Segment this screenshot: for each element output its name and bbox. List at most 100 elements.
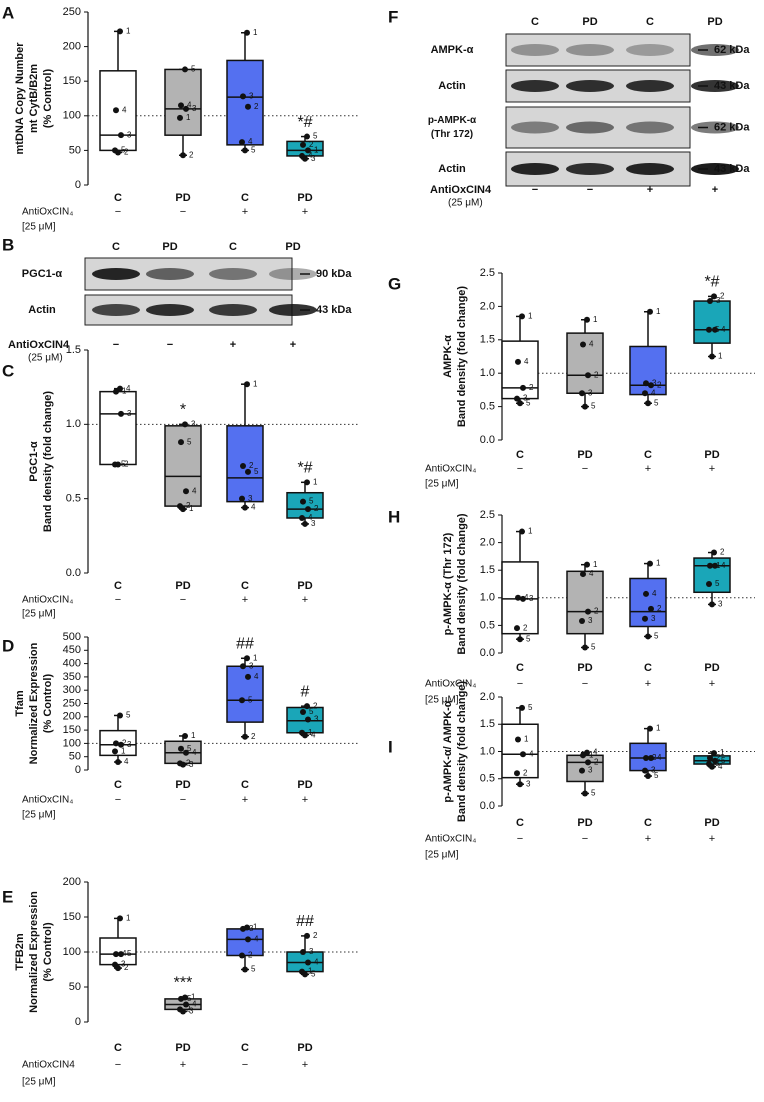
point-label: 1 [589,750,594,759]
point-label: 1 [656,724,661,733]
x-tick-label: C [241,779,249,791]
point-label: 4 [254,672,259,681]
data-point [305,147,311,154]
point-label: 3 [651,766,656,775]
x-tick-label: C [516,817,524,829]
data-point [706,326,712,333]
x-tick-label: C [114,192,122,204]
point-label: 5 [311,970,316,979]
box [501,723,539,779]
y-axis-label: Normalized Expression [28,891,40,1013]
significance: ## [236,635,254,652]
data-point [180,506,186,513]
y-axis-label: TFB2m [14,933,26,971]
y-tick-label: 2.0 [480,300,495,312]
treatment-sign: + [242,206,248,218]
point-label: 3 [523,394,528,403]
box [693,300,731,344]
y-tick-label: 100 [63,946,81,958]
data-point [300,141,306,148]
point-label: 2 [523,623,528,632]
data-point [299,514,305,521]
data-point [183,488,189,495]
data-point [643,755,649,762]
point-label: 1 [528,312,533,321]
point-label: 3 [715,759,720,768]
data-point [244,29,250,36]
point-label: 5 [654,771,659,780]
treatment-sign: + [302,1059,308,1071]
x-tick-label: C [644,817,652,829]
panel-letter: I [388,737,393,756]
point-label: 4 [311,731,316,740]
treatment-sign: + [242,594,248,606]
point-label: 1 [656,307,661,316]
data-point [712,562,718,569]
point-label: 3 [314,715,319,724]
y-tick-label: 50 [69,144,81,156]
data-point [178,102,184,109]
y-tick-label: 1.5 [480,334,495,346]
y-tick-label: 1.5 [480,718,495,730]
point-label: 2 [594,607,599,616]
panel-letter: E [2,887,13,906]
data-point [304,133,310,140]
point-label: 3 [189,1007,194,1016]
point-label: 1 [656,559,661,568]
point-label: 2 [248,951,253,960]
data-point [112,748,118,755]
point-label: 1 [121,746,126,755]
data-point [242,966,248,973]
y-tick-label: 250 [63,697,81,709]
significance: # [301,683,310,700]
box [566,570,604,635]
x-tick-label: C [516,662,524,674]
treatment-sign: − [582,463,588,475]
point-label: 1 [308,728,313,737]
box [226,665,264,723]
data-point [302,520,308,527]
y-axis-label: mt CytB/B2m [28,64,40,133]
y-axis-label: (% Control) [42,922,54,982]
data-point [648,382,654,389]
point-label: 2 [313,931,318,940]
point-label: 4 [651,388,656,397]
treatment-sign: − [167,339,173,351]
y-tick-label: 0.5 [480,619,495,631]
point-label: 4 [524,593,529,602]
point-label: 5 [187,437,192,446]
point-label: 1 [593,315,598,324]
x-tick-label: PD [175,580,190,592]
data-point [707,755,713,762]
data-point [706,581,712,587]
panel-letter: B [2,235,14,254]
y-tick-label: 2.0 [480,691,495,703]
x-tick-label: C [644,662,652,674]
data-point [242,147,248,154]
treatment-sign: − [115,206,121,218]
point-label: 2 [249,461,254,470]
lane-label: PD [582,16,597,28]
x-tick-label: PD [577,817,592,829]
point-label: 5 [313,132,318,141]
y-tick-label: 0 [75,1016,81,1028]
point-label: 1 [528,527,533,536]
point-label: 4 [657,753,662,762]
treatment-label: AntiOxCIN₄ [22,795,73,806]
x-tick-label: C [114,779,122,791]
y-tick-label: 1.0 [66,418,81,430]
x-tick-label: PD [297,1042,312,1054]
lane-label: C [112,241,120,253]
data-point [183,1001,189,1008]
point-label: 1 [308,967,313,976]
concentration-label: [25 μM] [22,222,56,233]
point-label: 4 [718,762,723,771]
y-tick-label: 1.5 [66,344,81,356]
data-point [305,716,311,723]
blot-band [566,80,614,92]
data-point [580,752,586,759]
data-point [520,384,526,391]
point-label: 5 [528,703,533,712]
y-tick-label: 2.0 [480,537,495,549]
lane-label: PD [707,16,722,28]
